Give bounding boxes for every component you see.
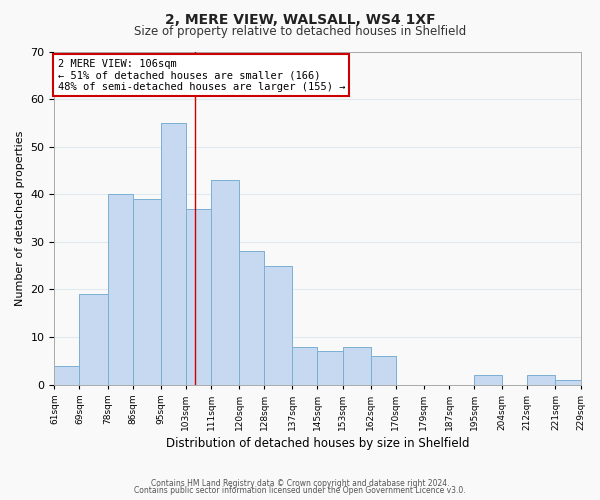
Bar xyxy=(371,356,396,384)
Bar xyxy=(317,352,343,384)
Bar xyxy=(239,252,264,384)
Text: 2 MERE VIEW: 106sqm
← 51% of detached houses are smaller (166)
48% of semi-detac: 2 MERE VIEW: 106sqm ← 51% of detached ho… xyxy=(58,58,345,92)
Text: 2, MERE VIEW, WALSALL, WS4 1XF: 2, MERE VIEW, WALSALL, WS4 1XF xyxy=(164,12,436,26)
Bar xyxy=(161,123,186,384)
Text: Size of property relative to detached houses in Shelfield: Size of property relative to detached ho… xyxy=(134,25,466,38)
Text: Contains public sector information licensed under the Open Government Licence v3: Contains public sector information licen… xyxy=(134,486,466,495)
Text: Contains HM Land Registry data © Crown copyright and database right 2024.: Contains HM Land Registry data © Crown c… xyxy=(151,478,449,488)
Bar xyxy=(556,380,581,384)
Bar xyxy=(292,346,317,385)
Bar xyxy=(474,375,502,384)
Bar xyxy=(55,366,79,384)
Bar xyxy=(133,199,161,384)
Bar xyxy=(211,180,239,384)
X-axis label: Distribution of detached houses by size in Shelfield: Distribution of detached houses by size … xyxy=(166,437,469,450)
Bar xyxy=(107,194,133,384)
Y-axis label: Number of detached properties: Number of detached properties xyxy=(15,130,25,306)
Bar xyxy=(186,208,211,384)
Bar xyxy=(79,294,107,384)
Bar xyxy=(264,266,292,384)
Bar xyxy=(527,375,556,384)
Bar xyxy=(343,346,371,385)
